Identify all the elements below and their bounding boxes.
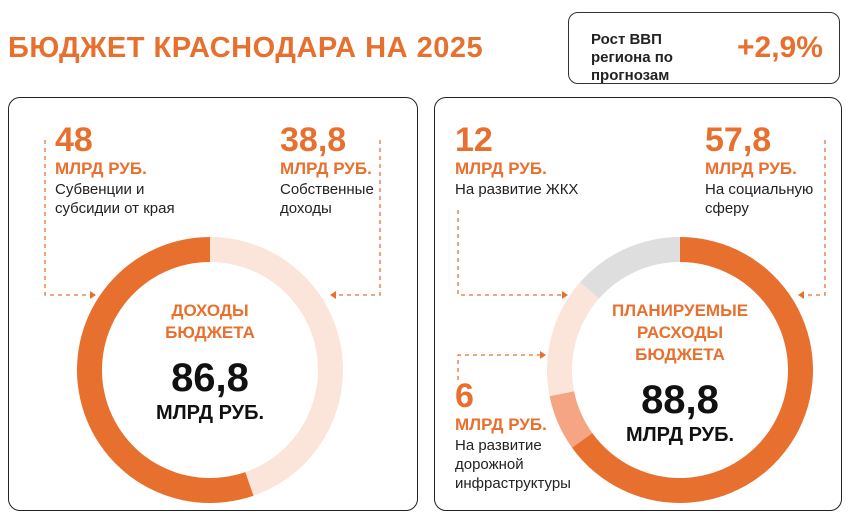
category-label: На развитие ЖКХ xyxy=(455,181,579,198)
center-title: ПЛАНИРУЕМЫЕ РАСХОДЫ БЮДЖЕТА xyxy=(611,301,749,364)
category-label: На социальную сферу xyxy=(705,181,814,217)
unit-label: МЛРД РУБ. xyxy=(455,415,547,434)
donut-segment xyxy=(547,282,599,397)
donut-segment xyxy=(77,237,254,503)
value-label: 6 xyxy=(455,377,474,415)
total-unit: МЛРД РУБ. xyxy=(155,402,265,424)
total-value: 86,8 xyxy=(171,356,249,400)
segment-label: 48 МЛРД РУБ. Субвенции и субсидии от края xyxy=(55,122,195,218)
gdp-value: +2,9% xyxy=(737,31,823,64)
category-label: Собственные доходы xyxy=(280,181,374,217)
expense-panel xyxy=(434,97,842,511)
total-value: 88,8 xyxy=(641,378,719,422)
unit-label: МЛРД РУБ. xyxy=(705,159,797,178)
unit-label: МЛРД РУБ. xyxy=(55,159,147,178)
page-title: БЮДЖЕТ КРАСНОДАРА НА 2025 xyxy=(8,32,484,64)
donut-segment xyxy=(210,237,344,496)
value-label: 57,8 xyxy=(705,121,772,159)
category-label: Субвенции и субсидии от края xyxy=(55,181,175,217)
center-title: ДОХОДЫ БЮДЖЕТА xyxy=(165,301,255,342)
category-label: На развитие дорожной инфраструктуры xyxy=(455,437,571,492)
segment-label: 12 МЛРД РУБ. На развитие ЖКХ xyxy=(455,122,595,199)
value-label: 38,8 xyxy=(280,121,347,159)
donut-segment xyxy=(549,391,593,448)
donut-segment xyxy=(580,237,680,299)
unit-label: МЛРД РУБ. xyxy=(280,159,372,178)
segment-label: 57,8 МЛРД РУБ. На социальную сферу xyxy=(705,122,845,218)
center-label: ПЛАНИРУЕМЫЕ РАСХОДЫ БЮДЖЕТА 88,8 МЛРД РУБ. xyxy=(570,300,790,447)
segment-label: 6 МЛРД РУБ. На развитие дорожной инфрастру… xyxy=(455,378,595,493)
gdp-label: Рост ВВП региона по прогнозам xyxy=(591,31,673,84)
value-label: 12 xyxy=(455,121,493,159)
unit-label: МЛРД РУБ. xyxy=(455,159,547,178)
gdp-box: Рост ВВП региона по прогнозам +2,9% xyxy=(568,12,840,84)
leader-lines xyxy=(44,140,826,380)
value-label: 48 xyxy=(55,121,93,159)
total-unit: МЛРД РУБ. xyxy=(625,424,735,446)
income-panel xyxy=(8,97,418,511)
segment-label: 38,8 МЛРД РУБ. Собственные доходы xyxy=(280,122,420,218)
center-label: ДОХОДЫ БЮДЖЕТА 86,8 МЛРД РУБ. xyxy=(100,300,320,425)
